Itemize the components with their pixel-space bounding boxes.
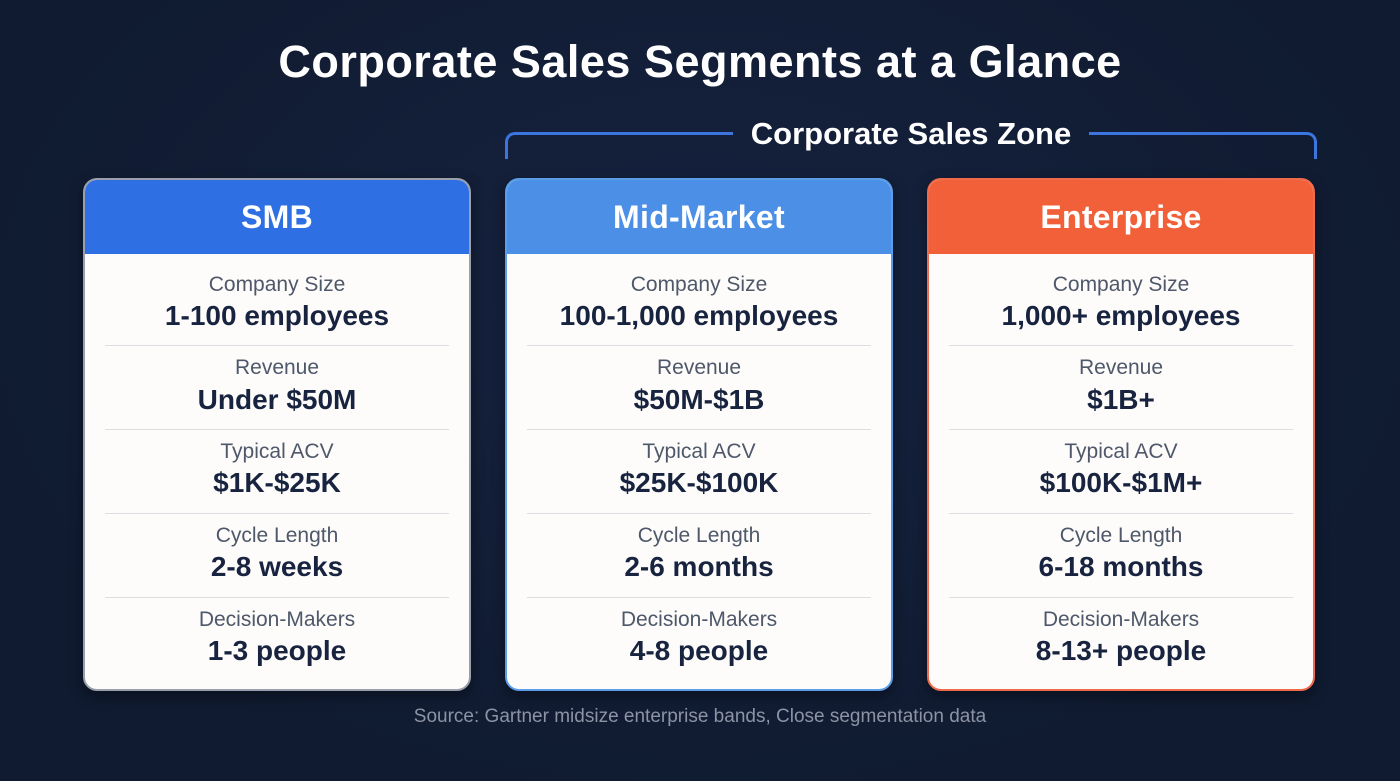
table-row: Cycle Length 2-6 months: [527, 513, 871, 594]
row-value: $1B+: [1087, 383, 1155, 415]
table-row: Company Size 1,000+ employees: [949, 263, 1293, 343]
corporate-sales-zone-bracket: Corporate Sales Zone: [505, 114, 1318, 166]
row-label: Decision-Makers: [620, 608, 778, 632]
table-row: Revenue Under $50M: [105, 345, 449, 426]
table-row: Decision-Makers 4-8 people: [527, 597, 871, 678]
row-value: 2-6 months: [624, 551, 774, 583]
row-value: $25K-$100K: [619, 467, 779, 499]
row-label: Cycle Length: [637, 524, 761, 548]
row-label: Revenue: [1078, 356, 1164, 380]
row-label: Cycle Length: [1059, 524, 1183, 548]
row-label: Typical ACV: [642, 440, 756, 464]
table-row: Decision-Makers 8-13+ people: [949, 597, 1293, 678]
card-enterprise-title: Enterprise: [929, 180, 1313, 254]
row-value: 2-8 weeks: [210, 551, 344, 583]
table-row: Cycle Length 2-8 weeks: [105, 513, 449, 594]
card-smb-body: Company Size 1-100 employees Revenue Und…: [85, 254, 469, 689]
row-label: Revenue: [234, 356, 320, 380]
table-row: Company Size 100-1,000 employees: [527, 263, 871, 343]
row-label: Company Size: [630, 272, 768, 296]
row-label: Decision-Makers: [198, 608, 356, 632]
card-smb-title: SMB: [85, 180, 469, 254]
table-row: Company Size 1-100 employees: [105, 263, 449, 343]
card-mid-market-title: Mid-Market: [507, 180, 891, 254]
table-row: Revenue $1B+: [949, 345, 1293, 426]
table-row: Typical ACV $1K-$25K: [105, 429, 449, 510]
row-value: 1-100 employees: [164, 299, 390, 331]
row-value: 1-3 people: [207, 635, 347, 667]
card-mid-market-body: Company Size 100-1,000 employees Revenue…: [507, 254, 891, 689]
row-value: $1K-$25K: [213, 467, 341, 499]
row-value: 100-1,000 employees: [559, 299, 839, 331]
bracket-left-segment: [505, 132, 733, 159]
card-mid-market: Mid-Market Company Size 100-1,000 employ…: [505, 178, 893, 691]
row-label: Cycle Length: [215, 524, 339, 548]
card-enterprise-body: Company Size 1,000+ employees Revenue $1…: [929, 254, 1313, 689]
bracket-right-segment: [1089, 132, 1318, 159]
segment-cards-row: SMB Company Size 1-100 employees Revenue…: [83, 178, 1317, 691]
row-value: 1,000+ employees: [1001, 299, 1241, 331]
row-label: Company Size: [1052, 272, 1190, 296]
row-label: Revenue: [656, 356, 742, 380]
table-row: Decision-Makers 1-3 people: [105, 597, 449, 678]
page-title: Corporate Sales Segments at a Glance: [278, 36, 1122, 87]
slide-container: Corporate Sales Segments at a Glance Cor…: [83, 0, 1318, 728]
row-value: Under $50M: [197, 383, 357, 415]
table-row: Revenue $50M-$1B: [527, 345, 871, 426]
table-row: Cycle Length 6-18 months: [949, 513, 1293, 594]
row-label: Typical ACV: [220, 440, 334, 464]
table-row: Typical ACV $100K-$1M+: [949, 429, 1293, 510]
row-label: Company Size: [208, 272, 346, 296]
row-value: 4-8 people: [629, 635, 769, 667]
table-row: Typical ACV $25K-$100K: [527, 429, 871, 510]
source-attribution: Source: Gartner midsize enterprise bands…: [413, 706, 987, 727]
row-label: Typical ACV: [1064, 440, 1178, 464]
zone-label: Corporate Sales Zone: [750, 116, 1072, 151]
row-value: 8-13+ people: [1035, 635, 1207, 667]
row-value: $50M-$1B: [633, 383, 765, 415]
row-value: 6-18 months: [1038, 551, 1204, 583]
card-smb: SMB Company Size 1-100 employees Revenue…: [83, 178, 471, 691]
card-enterprise: Enterprise Company Size 1,000+ employees…: [927, 178, 1315, 691]
row-value: $100K-$1M+: [1039, 467, 1203, 499]
row-label: Decision-Makers: [1042, 608, 1200, 632]
